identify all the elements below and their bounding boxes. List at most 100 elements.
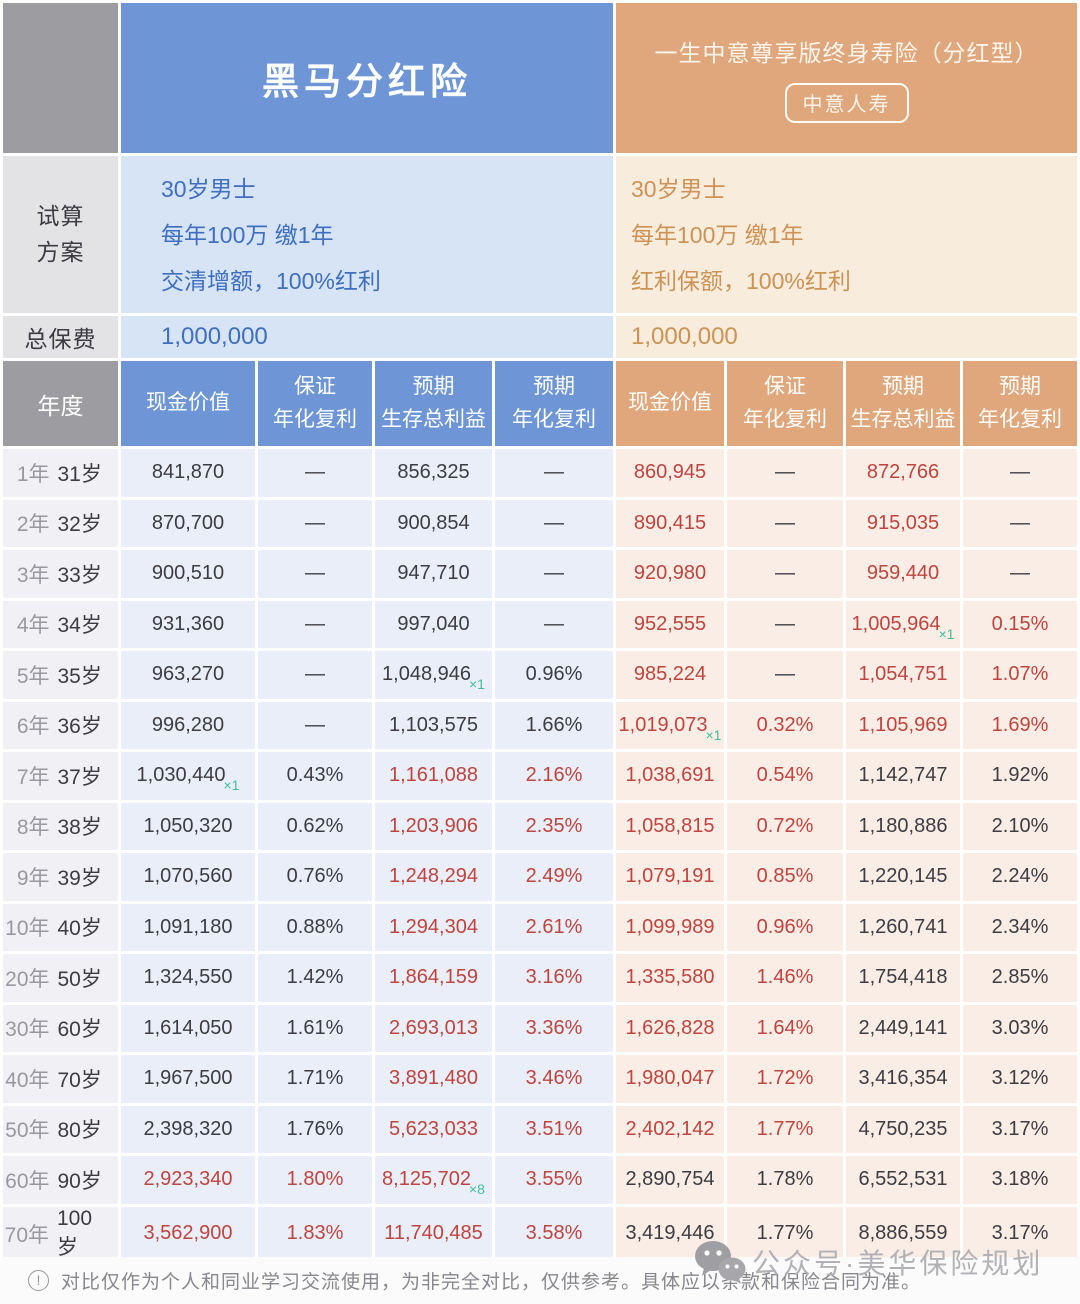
value-cell: 997,040: [375, 600, 492, 648]
table-row: 70年 100岁 3,562,900 1.83% 11,740,485 3.58% 3,41…: [3, 1206, 1077, 1261]
product-header-row: 黑马分红险 一生中意尊享版终身寿险（分红型） 中意人寿: [3, 3, 1077, 153]
value-cell: 856,325: [375, 449, 492, 497]
value-cell: —: [258, 701, 372, 749]
value-cell: 841,870: [121, 449, 255, 497]
watermark: 公众号·美华保险规划: [694, 1240, 1043, 1284]
value-cell: 3,891,480: [375, 1055, 492, 1103]
value-cell: 985,224: [616, 651, 724, 699]
column-header-row: 年度 现金价值 保证 年化复利 预期 生存总利益 预期 年化复利 现金价值 保证…: [3, 361, 1077, 446]
value-cell: 1.80%: [258, 1156, 372, 1204]
value-cell: 1.77%: [727, 1105, 843, 1153]
disclaimer-text: 对比仅作为个人和同业学习交流使用，为非完全对比，仅供参考。具体应以条款和保险合同…: [61, 1272, 922, 1293]
value-cell: 2.35%: [495, 802, 613, 850]
value-cell: 959,440: [846, 550, 960, 598]
left-expected-total-benefit-header: 预期 生存总利益: [375, 361, 492, 446]
year-age-cell: 3年 33岁: [3, 550, 118, 598]
table-row: 30年 60岁 1,614,050 1.61% 2,693,013 3.36% 1,626,…: [3, 1004, 1077, 1052]
left-plan-line: 交清增额，100%红利: [161, 267, 381, 294]
value-cell: 915,035: [846, 499, 960, 547]
value-cell: 1,614,050: [121, 1004, 255, 1052]
table-row: 20年 50岁 1,324,550 1.42% 1,864,159 3.16% 1,335,…: [3, 954, 1077, 1002]
value-cell: 1,079,191: [616, 853, 724, 901]
value-cell: 3.17%: [963, 1206, 1077, 1261]
value-cell: 860,945: [616, 449, 724, 497]
value-cell: 963,270: [121, 651, 255, 699]
value-cell: —: [963, 550, 1077, 598]
value-cell: —: [258, 651, 372, 699]
value-cell: —: [258, 600, 372, 648]
value-cell: 996,280: [121, 701, 255, 749]
value-cell: 1,754,418: [846, 954, 960, 1002]
value-cell: 0.85%: [727, 853, 843, 901]
value-cell: 1,294,304: [375, 903, 492, 951]
value-cell: 1,105,969: [846, 701, 960, 749]
value-cell: 1,980,047: [616, 1055, 724, 1103]
left-expected-irr-header: 预期 年化复利: [495, 361, 613, 446]
total-premium-row: 总保费 1,000,000 1,000,000: [3, 316, 1077, 358]
value-cell: 0.32%: [727, 701, 843, 749]
year-age-cell: 50年 80岁: [3, 1105, 118, 1153]
value-cell: 0.15%: [963, 600, 1077, 648]
right-expected-irr-header: 预期 年化复利: [963, 361, 1077, 446]
value-cell: 1,161,088: [375, 752, 492, 800]
total-premium-label: 总保费: [3, 316, 118, 358]
value-cell: 1.76%: [258, 1105, 372, 1153]
year-age-cell: 6年 36岁: [3, 701, 118, 749]
value-cell: —: [495, 499, 613, 547]
value-cell: 1,038,691: [616, 752, 724, 800]
right-plan-cell: 30岁男士 每年100万 缴1年 红利保额，100%红利: [616, 156, 1077, 313]
value-cell: —: [727, 600, 843, 648]
value-cell: 872,766: [846, 449, 960, 497]
value-cell: 1.64%: [727, 1004, 843, 1052]
plan-label: 试算 方案: [3, 156, 118, 313]
year-age-cell: 9年 39岁: [3, 853, 118, 901]
value-cell: 1.78%: [727, 1156, 843, 1204]
value-cell: 1.83%: [258, 1206, 372, 1261]
comparison-table: 黑马分红险 一生中意尊享版终身寿险（分红型） 中意人寿 试算 方案 30岁男士 …: [3, 3, 1077, 1261]
value-cell: 1.61%: [258, 1004, 372, 1052]
value-cell: 4,750,235: [846, 1105, 960, 1153]
value-cell: 8,125,702×8: [375, 1156, 492, 1204]
value-cell: 1,967,500: [121, 1055, 255, 1103]
value-cell: 2.85%: [963, 954, 1077, 1002]
table-row: 8年 38岁 1,050,320 0.62% 1,203,906 2.35% 1,058,8…: [3, 802, 1077, 850]
value-cell: 1,324,550: [121, 954, 255, 1002]
year-age-cell: 40年 70岁: [3, 1055, 118, 1103]
value-cell: 3.03%: [963, 1004, 1077, 1052]
value-cell: 1,260,741: [846, 903, 960, 951]
value-cell: 2,402,142: [616, 1105, 724, 1153]
year-age-cell: 20年 50岁: [3, 954, 118, 1002]
value-cell: 3.51%: [495, 1105, 613, 1153]
plan-row: 试算 方案 30岁男士 每年100万 缴1年 交清增额，100%红利 30岁男士…: [3, 156, 1077, 313]
year-age-cell: 30年 60岁: [3, 1004, 118, 1052]
value-cell: —: [495, 600, 613, 648]
value-cell: 1.72%: [727, 1055, 843, 1103]
value-cell: —: [727, 499, 843, 547]
value-cell: —: [727, 550, 843, 598]
right-plan-line: 每年100万 缴1年: [631, 221, 804, 248]
value-cell: 3.46%: [495, 1055, 613, 1103]
left-plan-line: 30岁男士: [161, 175, 256, 202]
watermark-text: 公众号·美华保险规划: [752, 1248, 1044, 1279]
value-cell: 3,416,354: [846, 1055, 960, 1103]
year-age-cell: 4年 34岁: [3, 600, 118, 648]
table-row: 4年 34岁 931,360—997,040—952,555—1,005,964×1…: [3, 600, 1077, 648]
right-plan-line: 30岁男士: [631, 175, 726, 202]
value-cell: 2.16%: [495, 752, 613, 800]
dividend-multiplier-note: ×1: [223, 777, 240, 794]
value-cell: —: [258, 449, 372, 497]
value-cell: —: [258, 499, 372, 547]
company-badge: 中意人寿: [784, 82, 909, 123]
value-cell: 1,203,906: [375, 802, 492, 850]
value-cell: 1,248,294: [375, 853, 492, 901]
value-cell: 3.12%: [963, 1055, 1077, 1103]
value-cell: 1.92%: [963, 752, 1077, 800]
table-row: 60年 90岁 2,923,340 1.80% 8,125,702×8 3.55% 2,89…: [3, 1156, 1077, 1204]
value-cell: 0.96%: [727, 903, 843, 951]
value-cell: 1,142,747: [846, 752, 960, 800]
value-cell: 1.66%: [495, 701, 613, 749]
value-cell: 1,019,073×1: [616, 701, 724, 749]
value-cell: 0.96%: [495, 651, 613, 699]
value-cell: 900,854: [375, 499, 492, 547]
